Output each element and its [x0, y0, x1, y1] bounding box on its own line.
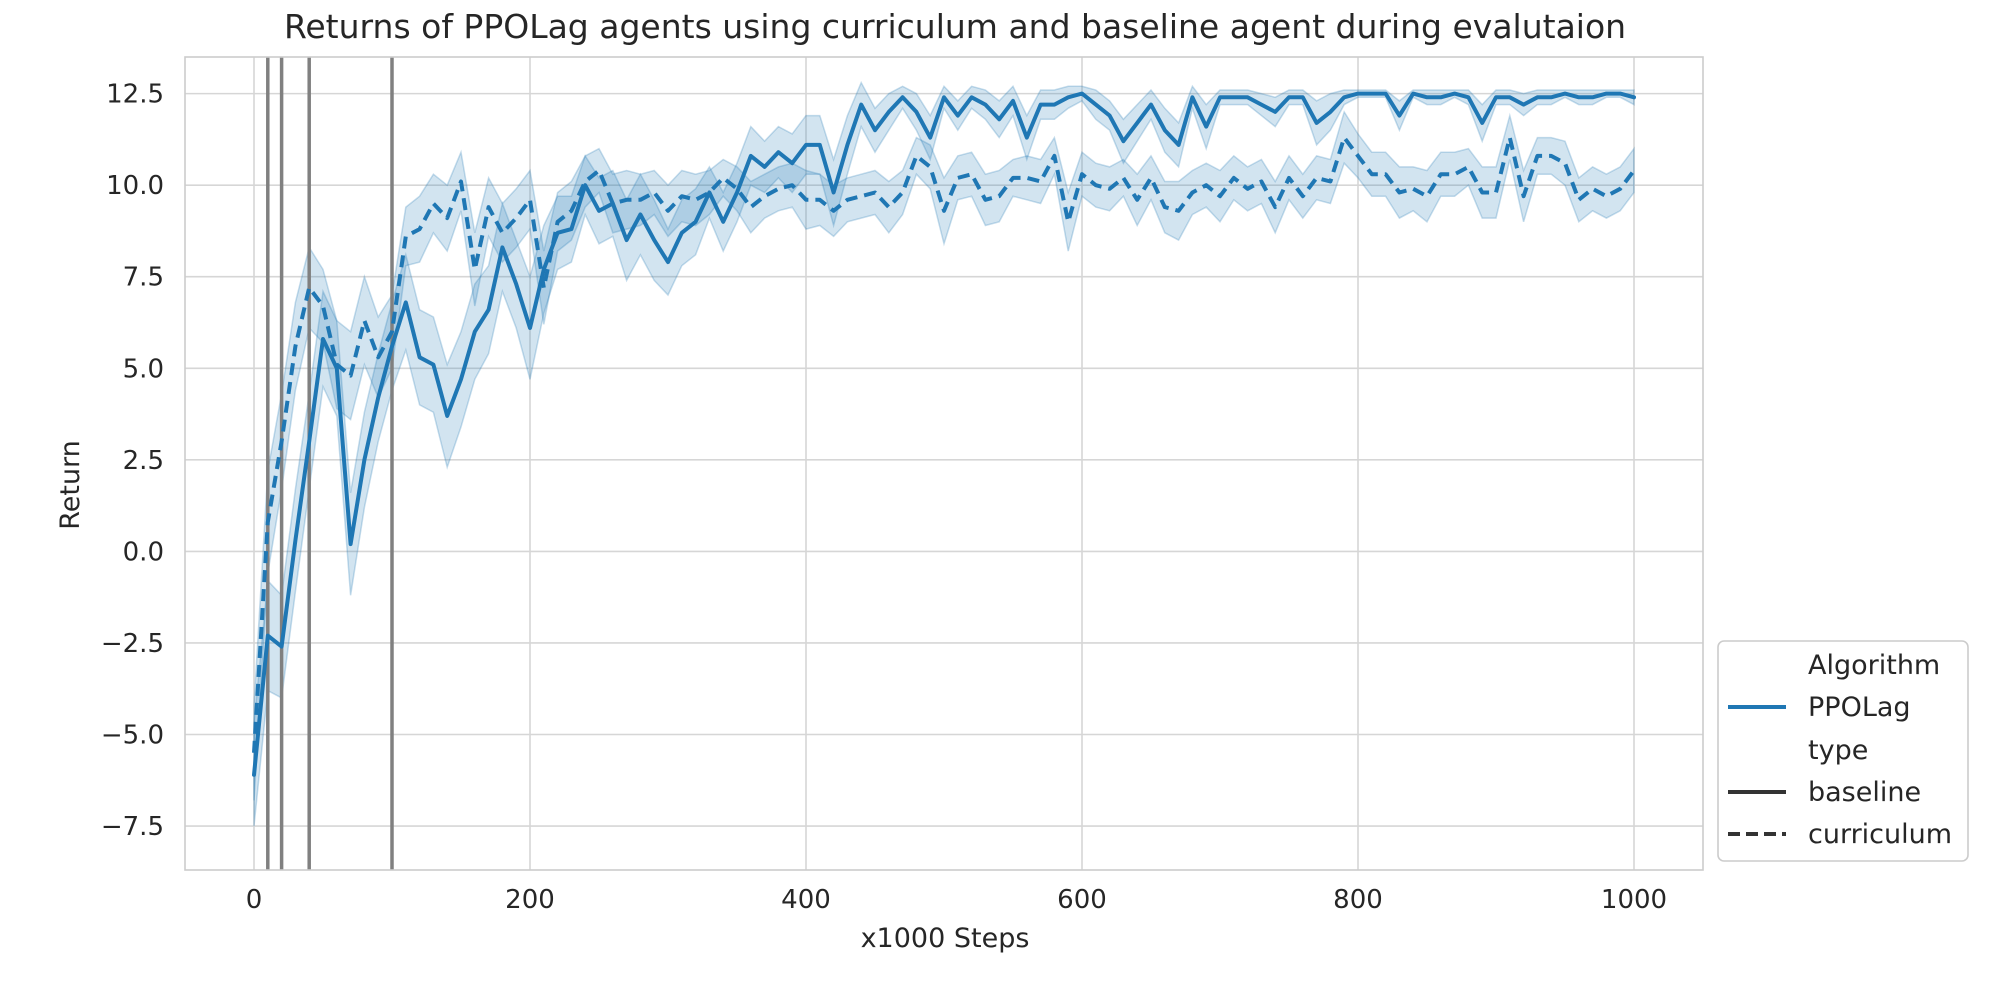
series-line-curriculum [252, 135, 1636, 753]
legend-label-curriculum: curriculum [1808, 819, 1952, 850]
y-tick-label-1: −5.0 [101, 721, 164, 751]
x-tick-label-2: 400 [781, 885, 831, 915]
y-tick-label-6: 7.5 [123, 263, 164, 293]
legend: Algorithm PPOLag type baseline curriculu… [1717, 640, 1969, 862]
x-tick-label-4: 800 [1333, 885, 1383, 915]
series-line-baseline [252, 91, 1636, 777]
y-tick-label-0: −7.5 [101, 812, 164, 842]
legend-header-algorithm: Algorithm [1808, 650, 1940, 681]
series-lines [252, 91, 1636, 777]
y-tick-label-3: 0.0 [123, 537, 164, 567]
band-curriculum [253, 110, 1635, 801]
legend-label-ppolag: PPOLag [1808, 692, 1911, 723]
legend-header-type: type [1808, 735, 1868, 766]
x-axis-label: x1000 Steps [861, 923, 1030, 954]
x-tick-label-5: 1000 [1601, 885, 1667, 915]
grid-lines [185, 57, 1703, 870]
x-tick-label-1: 200 [505, 885, 555, 915]
x-tick-label-0: 0 [246, 885, 263, 915]
y-tick-label-7: 10.0 [106, 171, 164, 201]
y-tick-labels: −7.5 −5.0 −2.5 0.0 2.5 5.0 7.5 10.0 12.5 [101, 80, 164, 842]
y-tick-label-8: 12.5 [106, 80, 164, 110]
y-tick-label-2: −2.5 [101, 629, 164, 659]
reference-lines [266, 57, 394, 870]
x-tick-label-3: 600 [1057, 885, 1107, 915]
plot-frame [184, 56, 1704, 871]
y-tick-label-4: 2.5 [123, 446, 164, 476]
y-axis-label: Return [55, 440, 86, 530]
chart-title: Returns of PPOLag agents using curriculu… [284, 7, 1626, 46]
x-tick-labels: 0 200 400 600 800 1000 [246, 885, 1667, 915]
legend-box [1717, 640, 1969, 862]
legend-label-baseline: baseline [1808, 777, 1921, 808]
y-tick-label-5: 5.0 [123, 354, 164, 384]
